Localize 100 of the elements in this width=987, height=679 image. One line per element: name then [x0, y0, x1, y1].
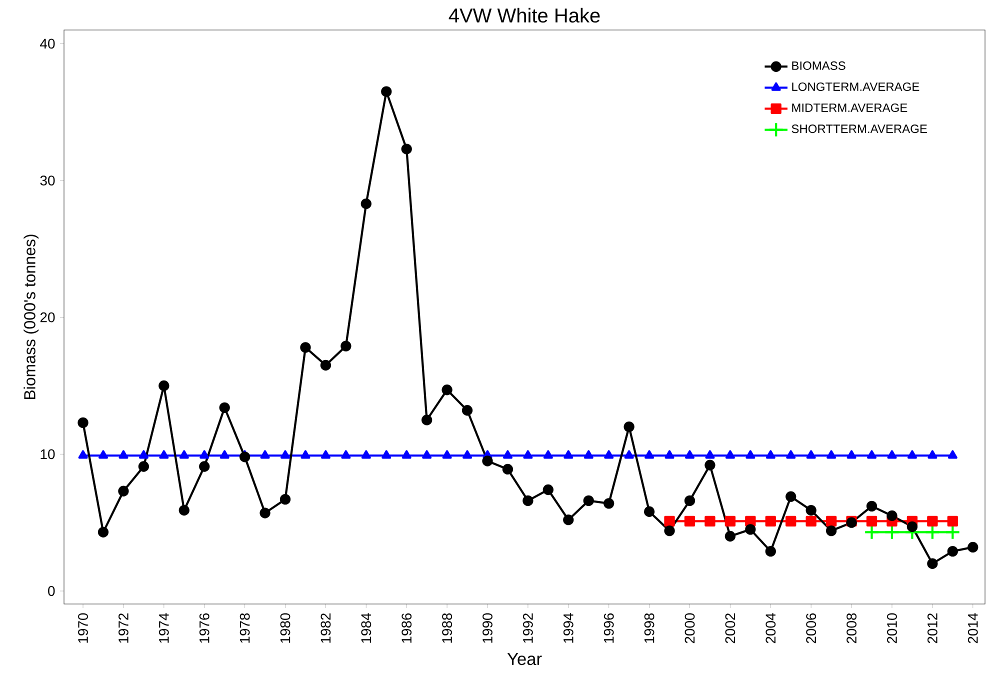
- x-tick-label: 2008: [846, 613, 856, 644]
- point: [786, 516, 796, 527]
- point: [401, 144, 412, 154]
- point: [360, 198, 372, 210]
- point: [886, 510, 898, 522]
- point: [684, 516, 696, 527]
- point: [482, 456, 493, 466]
- point: [320, 360, 332, 371]
- point: [604, 498, 614, 509]
- point: [178, 504, 190, 516]
- y-tick-label: 10: [40, 449, 55, 460]
- point: [523, 450, 533, 459]
- point: [341, 450, 351, 459]
- point: [219, 402, 230, 413]
- y-tick-label: 40: [40, 38, 55, 49]
- point: [684, 450, 695, 459]
- point: [421, 414, 432, 426]
- x-tick-label: 2004: [766, 613, 776, 644]
- point: [280, 494, 291, 505]
- point: [644, 450, 654, 459]
- point: [300, 342, 311, 353]
- point: [462, 450, 472, 459]
- point: [118, 450, 128, 459]
- point: [866, 450, 877, 459]
- x-tick-label: 2014: [968, 613, 978, 644]
- point: [138, 450, 148, 459]
- x-tick-label: 1994: [563, 613, 574, 643]
- x-tick-label: 1990: [482, 613, 492, 643]
- point: [806, 450, 816, 459]
- x-tick-label: 1982: [320, 613, 331, 643]
- point: [604, 450, 614, 459]
- point: [928, 450, 938, 459]
- x-tick-label: 1974: [158, 613, 169, 643]
- y-tick-label: 30: [40, 176, 55, 186]
- point: [846, 450, 856, 459]
- point: [826, 525, 837, 536]
- point: [584, 450, 594, 459]
- point: [724, 516, 736, 527]
- point: [927, 558, 938, 569]
- point: [786, 450, 796, 459]
- point: [200, 450, 210, 459]
- point: [280, 450, 290, 459]
- point: [382, 450, 392, 459]
- point: [502, 464, 514, 475]
- point: [664, 525, 675, 536]
- point: [725, 450, 735, 459]
- point: [765, 516, 776, 527]
- legend-label: SHORTTERM.AVERAGE: [792, 124, 927, 134]
- point: [239, 452, 250, 462]
- point: [220, 450, 230, 459]
- x-tick-label: 1988: [442, 613, 452, 643]
- point: [583, 495, 594, 506]
- x-tick-label: 2000: [684, 613, 695, 644]
- point: [826, 516, 837, 527]
- x-tick-label: 1986: [402, 613, 412, 643]
- point: [947, 516, 958, 527]
- x-tick-label: 1972: [118, 613, 128, 643]
- point: [624, 450, 634, 459]
- x-tick-label: 2002: [725, 613, 736, 644]
- point: [340, 340, 352, 352]
- point: [907, 450, 917, 459]
- point: [664, 516, 675, 527]
- point: [705, 450, 715, 459]
- legend-label: LONGTERM.AVERAGE: [792, 82, 920, 91]
- point: [724, 530, 736, 542]
- point: [158, 380, 170, 392]
- legend-label: MIDTERM.AVERAGE: [792, 104, 908, 112]
- point: [826, 450, 836, 459]
- y-tick-label: 20: [40, 312, 55, 322]
- point: [684, 495, 696, 506]
- point: [98, 450, 108, 459]
- x-tick-label: 1970: [78, 613, 88, 643]
- x-tick-label: 2006: [806, 613, 816, 644]
- point: [564, 450, 574, 459]
- point: [138, 461, 150, 472]
- legend-label: BIOMASS: [792, 61, 846, 70]
- point: [199, 461, 210, 472]
- chart-title: 4VW White Hake: [448, 8, 600, 23]
- point: [947, 546, 958, 557]
- point: [502, 450, 512, 459]
- point: [866, 500, 878, 512]
- x-tick-label: 2010: [887, 613, 897, 644]
- point: [766, 450, 776, 459]
- point: [98, 526, 109, 538]
- point: [968, 542, 978, 553]
- point: [746, 450, 756, 459]
- point: [402, 450, 412, 459]
- x-tick-label: 1996: [604, 613, 614, 643]
- point: [806, 504, 816, 516]
- point: [866, 516, 878, 527]
- point: [906, 521, 918, 532]
- x-tick-label: 1998: [644, 613, 654, 643]
- point: [948, 450, 958, 459]
- point: [260, 450, 270, 459]
- point: [786, 491, 796, 502]
- point: [806, 516, 816, 527]
- x-tick-label: 1984: [361, 613, 372, 643]
- x-tick-label: 1992: [523, 613, 533, 643]
- point: [442, 450, 452, 459]
- point: [745, 524, 756, 535]
